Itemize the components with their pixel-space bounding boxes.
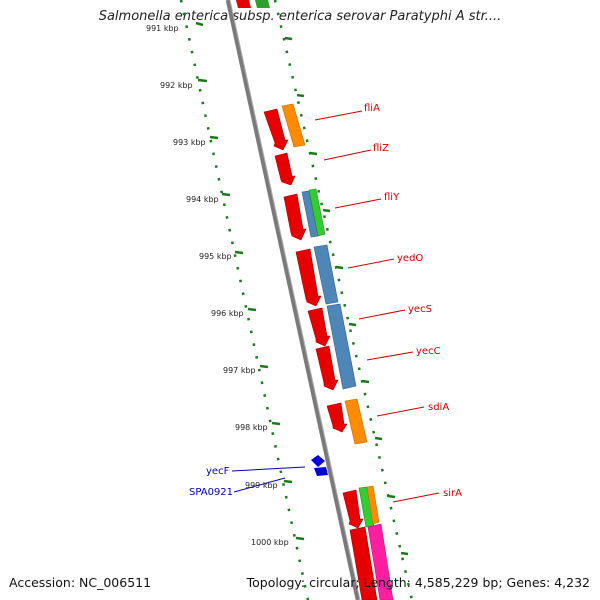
inner-dotted-ring — [179, 0, 310, 600]
gene-label-sira: sirA — [443, 488, 462, 499]
gene-arrow-yecs — [307, 307, 331, 347]
kbp-label: 1000 kbp — [251, 538, 289, 547]
kbp-label: 995 kbp — [199, 252, 232, 261]
outer-dotted-ring — [273, 0, 414, 600]
cog-block-fliy-green — [308, 188, 326, 237]
reverse-cds-track — [311, 455, 328, 476]
gene-arrow-fliz — [274, 152, 296, 186]
gene-arrow-bottom — [349, 526, 378, 600]
gene-label-sdia: sdiA — [428, 402, 449, 413]
accession-text: Accession: NC_006511 — [9, 575, 152, 590]
kbp-label: 991 kbp — [146, 24, 179, 33]
gene-top-red — [236, 0, 251, 8]
kbp-label: 992 kbp — [160, 81, 193, 90]
gene-label-yecf: yecF — [206, 466, 230, 477]
cog-block-yecs-yecc — [326, 303, 357, 390]
label-leaders — [231, 110, 440, 503]
genome-backbone — [225, 0, 361, 600]
kbp-label: 998 kbp — [235, 423, 268, 432]
gene-arrow-sira — [342, 489, 364, 529]
gene-top-green — [255, 0, 270, 8]
kbp-labels: 991 kbp 992 kbp 993 kbp 994 kbp 995 kbp … — [146, 24, 289, 547]
gene-arrow-fliy — [283, 193, 307, 241]
gene-labels: fliA fliZ fliY yedO yecS yecC sdiA sirA … — [189, 103, 462, 499]
gene-label-yecc: yecC — [416, 346, 441, 357]
gene-label-flia: fliA — [364, 103, 380, 114]
gene-label-fliz: fliZ — [373, 143, 389, 154]
cog-block-yedo — [313, 244, 339, 305]
kbp-label: 994 kbp — [186, 195, 219, 204]
kbp-label: 993 kbp — [173, 138, 206, 147]
cog-block-sdia — [344, 398, 368, 445]
forward-cds-track — [263, 108, 378, 600]
gene-label-spa0921: SPA0921 — [189, 487, 233, 498]
gene-arrow-yecc — [315, 345, 339, 391]
kbp-label: 996 kbp — [211, 309, 244, 318]
kbp-label: 997 kbp — [223, 366, 256, 375]
genome-title: Salmonella enterica subsp. enterica sero… — [98, 9, 502, 24]
gene-arrow-flia — [263, 108, 289, 151]
gene-label-yecs: yecS — [408, 304, 432, 315]
genome-stats-text: Topology: circular; Length: 4,585,229 bp… — [246, 575, 590, 590]
gene-arrow-yedo — [295, 248, 322, 307]
cog-track — [281, 103, 394, 600]
gene-arrow-spa0921 — [314, 467, 328, 476]
backbone-highlight — [229, 0, 361, 600]
cog-block-bottom-magenta — [367, 523, 394, 600]
cog-block-flia — [281, 103, 306, 148]
cog-block-sira-orange — [366, 485, 380, 525]
kbp-label: 999 kbp — [245, 481, 278, 490]
gene-label-fliy: fliY — [384, 192, 400, 203]
major-ticks — [195, 21, 305, 541]
gene-arrow-sdia — [326, 402, 348, 433]
gene-label-yedo: yedO — [397, 253, 423, 264]
outer-ring-ticks — [284, 36, 409, 556]
gene-arrow-yecf — [311, 455, 325, 467]
